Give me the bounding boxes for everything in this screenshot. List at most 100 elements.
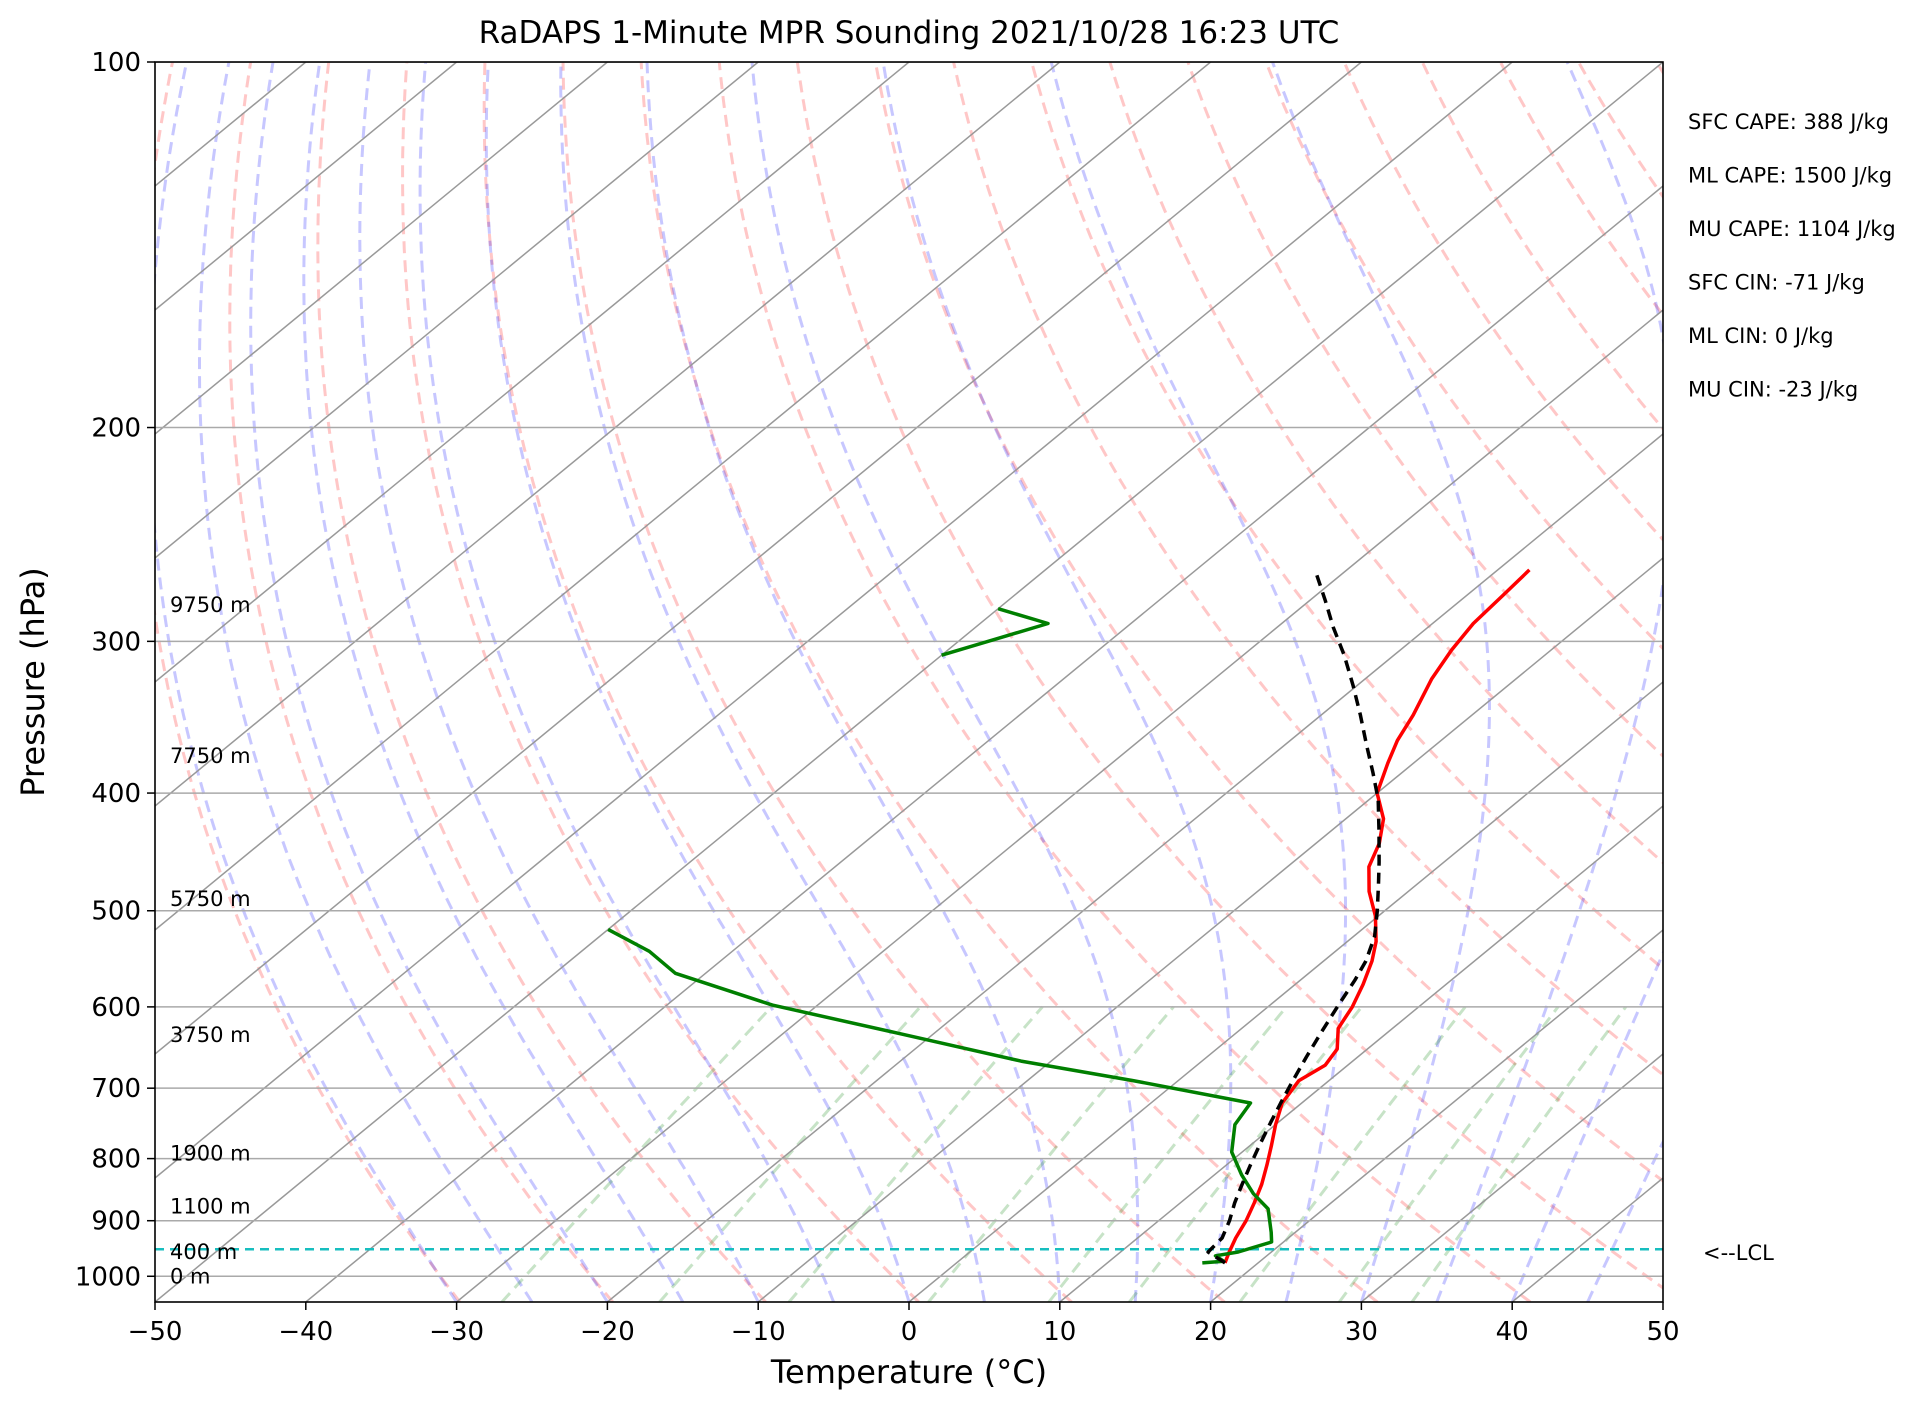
sounding-trace-1 [1223,568,1531,1264]
moist-adiabat [1510,949,1663,1302]
isotherm [1210,929,1663,1302]
mixing-ratio-line [1238,1005,1467,1302]
x-tick-label: 10 [1043,1317,1076,1347]
moist-adiabat [559,62,986,1302]
moist-adiabat [750,62,1140,1302]
isotherm [155,62,1513,1179]
stat-label: MU CIN: -23 J/kg [1688,378,1858,402]
isotherm [155,62,608,435]
isotherm [155,62,910,683]
annotations: 9750 m 7750 m 5750 m 3750 m 1900 m 1100 m 400 … [170,110,1896,1288]
height-label: 0 m [170,1264,211,1288]
y-tick-label: 700 [91,1074,141,1104]
x-axis-label: Temperature (°C) [770,1353,1047,1391]
height-label: 7750 m [170,744,251,768]
sounding-trace-2 [607,927,1274,1265]
isotherm [155,62,458,311]
isotherm [1059,805,1663,1302]
dry-adiabat [952,62,1663,1077]
y-tick-label: 100 [91,48,141,78]
height-label: 400 m [170,1240,237,1264]
isotherm [155,62,1061,807]
mixing-ratio-line [787,1005,1044,1302]
x-tick-label: 50 [1646,1317,1679,1347]
mixing-ratio-line [1410,1006,1628,1302]
sounding-trace-3 [941,607,1050,657]
stat-label: SFC CAPE: 388 J/kg [1688,110,1889,134]
x-tick-label: 30 [1345,1317,1378,1347]
y-tick-label: 800 [91,1145,141,1175]
moist-adiabat [1435,62,1663,1302]
x-tick-label: 20 [1194,1317,1227,1347]
dry-adiabat [482,62,1073,1302]
x-tick-label: −40 [278,1317,333,1347]
background-lines [0,59,1918,1302]
mixing-ratio-line [1338,1005,1560,1302]
dry-adiabat [639,62,1379,1302]
height-label: 5750 m [170,887,251,911]
isotherm [1511,1177,1663,1302]
dry-adiabat [155,62,462,1302]
isotherm [155,62,1663,1302]
moist-adiabat [302,62,685,1302]
x-tick-label: −20 [580,1317,635,1347]
dry-adiabat [561,62,1226,1302]
dry-adiabat [1342,62,1663,542]
x-tick-label: −50 [128,1317,183,1347]
chart-title: RaDAPS 1-Minute MPR Sounding 2021/10/28 … [479,15,1340,51]
moist-adiabat [155,62,458,1302]
dry-adiabat [316,62,767,1302]
dry-adiabat [795,62,1663,1290]
dry-adiabat [1733,59,1918,1302]
dry-adiabat [1108,62,1663,865]
dry-adiabat [1186,62,1663,759]
stat-label: MU CAPE: 1104 J/kg [1688,217,1896,241]
mixing-ratio-line [1047,1005,1288,1302]
x-tick-label: −10 [731,1317,786,1347]
y-tick-label: 400 [91,779,141,809]
x-tick-label: −30 [429,1317,484,1347]
isotherm [155,62,1212,931]
dry-adiabat [1498,62,1663,318]
moist-adiabat [1586,1138,1663,1302]
moist-adiabat [484,62,911,1302]
height-label: 3750 m [170,1023,251,1047]
stat-label: ML CIN: 0 J/kg [1688,324,1834,348]
dry-adiabat [1420,62,1663,432]
height-label: 1900 m [170,1141,251,1165]
dry-adiabat [1654,62,1663,76]
isotherm [606,433,1663,1302]
y-tick-label: 500 [91,897,141,927]
sounding-traces [155,568,1663,1265]
y-axis-label: Pressure (hPa) [14,567,52,797]
moist-adiabat [249,62,609,1302]
moist-adiabat [418,62,835,1302]
isotherm [908,681,1663,1302]
dry-adiabat [1030,62,1663,971]
isotherm [0,62,4,1302]
isotherm [456,309,1663,1302]
moist-adiabat [198,62,534,1302]
mixing-ratio-line [500,1005,773,1302]
isotherm [155,62,759,559]
moist-adiabat [881,62,1233,1302]
dry-adiabat [1576,62,1663,200]
isotherm [155,62,1362,1055]
y-tick-label: 600 [91,993,141,1023]
stat-label: SFC CIN: -71 J/kg [1688,271,1865,295]
dry-adiabat [1811,59,1918,1302]
isotherm [1662,1301,1663,1302]
y-tick-label: 300 [91,627,141,657]
height-label: 9750 m [170,593,251,617]
y-tick-label: 200 [91,414,141,444]
height-label: 1100 m [170,1194,251,1218]
moist-adiabat [1271,62,1492,1302]
isotherm [305,185,1663,1302]
dry-adiabat [401,62,920,1302]
x-tick-label: 40 [1496,1317,1529,1347]
x-tick-label: 0 [901,1317,918,1347]
dry-adiabat [1264,62,1663,651]
isotherm [757,557,1663,1302]
mixing-ratio-line [658,1005,922,1302]
